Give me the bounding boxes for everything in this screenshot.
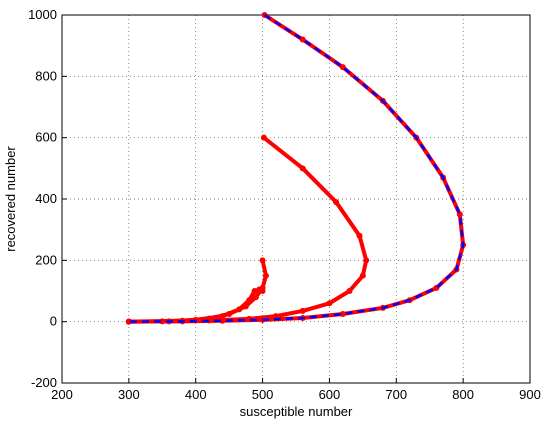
- point: [159, 318, 166, 325]
- x-axis-label: susceptible number: [240, 404, 353, 419]
- dashed-line: [128, 13, 465, 323]
- y-tick-label: 200: [35, 252, 57, 267]
- point: [219, 313, 226, 320]
- point: [252, 294, 259, 301]
- point: [260, 134, 267, 141]
- y-axis-label: recovered number: [3, 146, 18, 252]
- y-tick-label: 1000: [28, 7, 57, 22]
- point: [251, 288, 258, 294]
- y-tick-label: -200: [31, 375, 57, 390]
- x-tick-label: 900: [519, 387, 541, 402]
- x-tick-label: 200: [51, 387, 73, 402]
- point: [356, 232, 363, 239]
- plot-frame: [61, 14, 531, 384]
- point: [259, 257, 266, 264]
- point: [272, 313, 279, 320]
- point: [299, 165, 306, 172]
- x-tick-label: 300: [118, 387, 140, 402]
- y-tick-label: 600: [35, 130, 57, 145]
- x-tick-label: 600: [319, 387, 341, 402]
- point: [246, 297, 253, 304]
- point: [262, 272, 269, 279]
- point: [359, 272, 366, 279]
- point: [236, 306, 243, 313]
- x-tick-label: 500: [252, 387, 274, 402]
- point: [256, 286, 263, 293]
- x-tick-label: 700: [385, 387, 407, 402]
- y-tick-label: 400: [35, 191, 57, 206]
- y-tick-label: 0: [50, 314, 57, 329]
- point: [299, 36, 306, 43]
- point: [333, 199, 340, 206]
- x-tick-label: 800: [452, 387, 474, 402]
- point: [339, 311, 346, 317]
- point: [346, 288, 353, 294]
- point: [125, 318, 132, 325]
- x-tick-label: 400: [185, 387, 207, 402]
- point: [299, 307, 306, 314]
- y-tick-label: 800: [35, 68, 57, 83]
- point: [326, 300, 333, 307]
- point: [363, 257, 370, 264]
